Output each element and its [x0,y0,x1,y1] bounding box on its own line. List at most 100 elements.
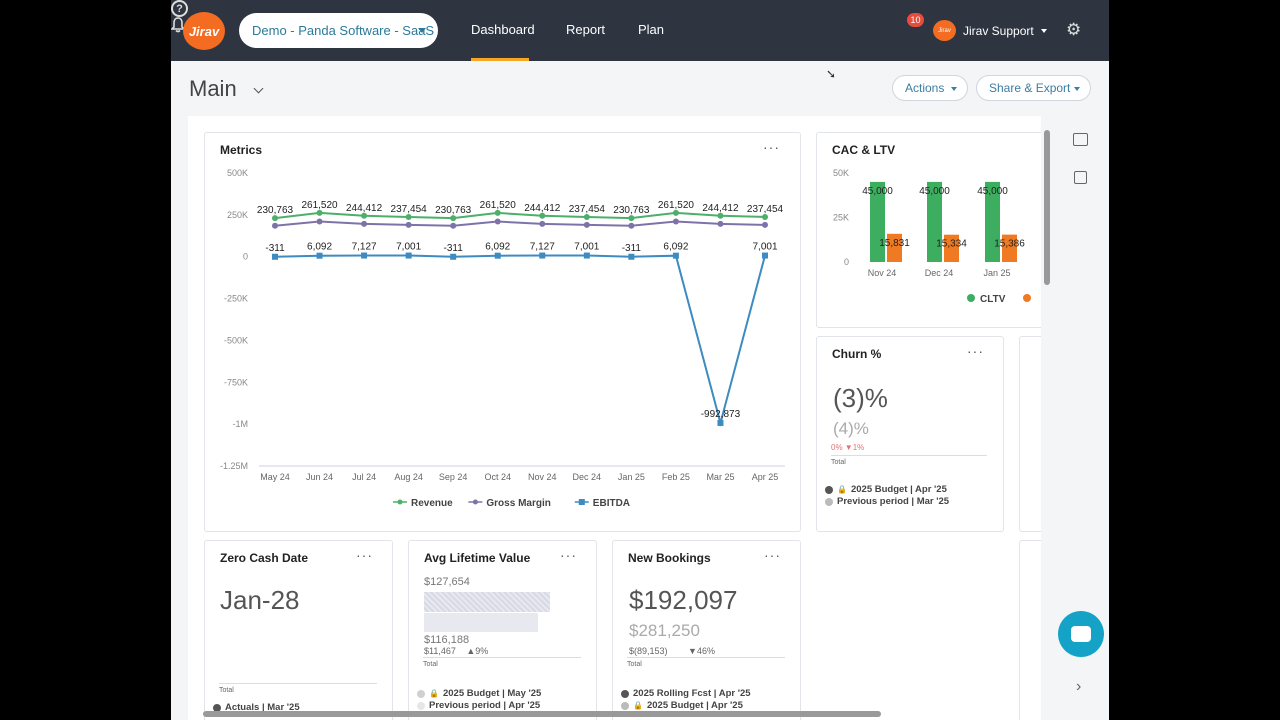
x-tick-label: Apr 25 [752,472,779,482]
gear-icon[interactable]: ⚙ [1066,20,1082,39]
bar-value-label: 45,000 [977,186,1008,197]
horizontal-scrollbar-thumb[interactable] [203,711,881,717]
data-label: 261,520 [658,200,695,211]
legend-item: 🔒 2025 Budget | Apr '25 [825,484,947,495]
share-export-button[interactable]: Share & Export [976,75,1091,101]
card-title: CAC & LTV [832,143,896,157]
legend-label: Actuals | Mar '25 [225,702,300,713]
churn-delta-value: 0% [831,443,843,452]
total-label: Total [831,459,846,466]
help-icon[interactable]: ? [171,0,188,17]
more-options-icon[interactable]: ··· [967,343,984,359]
card-title: Metrics [220,143,263,157]
more-options-icon[interactable]: ··· [763,139,780,155]
diff-pct: ▼46% [688,646,715,656]
data-label: -992,873 [701,409,741,420]
x-tick-label: Mar 25 [706,472,734,482]
chat-support-button[interactable] [1058,611,1104,657]
data-point [272,222,278,229]
data-point [405,221,412,228]
actual-bar [424,592,550,612]
y-tick-label: -1M [233,419,249,429]
data-point [450,215,457,222]
caret-down-icon [1041,29,1047,33]
data-point [628,253,635,260]
y-tick-label: 0 [844,257,849,267]
series-dot [825,497,833,506]
cac-ltv-chart: 50K 25K 0 45,000 15,831 Nov 24 45,000 15,334 Dec… [833,168,1031,305]
legend-item: 🔒 2025 Budget | May '25 [417,688,541,699]
data-point [762,221,768,228]
chevron-down-icon[interactable] [253,83,264,94]
avg-lifetime-value-card: Avg Lifetime Value ··· $127,654 $116,188… [408,540,597,720]
data-point [361,212,368,219]
tab-dashboard[interactable]: Dashboard [471,22,535,37]
page-title[interactable]: Main [189,76,237,101]
series-line-ebitda [274,254,766,427]
data-point [494,252,501,259]
data-label: 7,001 [574,242,599,253]
data-point [717,419,724,426]
legend-swatch [397,499,403,505]
legend-item: 🔒 2025 Budget | Apr '25 [621,700,743,711]
chevron-down-icon [418,28,426,33]
caret-down-icon [1074,87,1080,91]
legend-swatch [967,294,975,302]
tab-report[interactable]: Report [566,22,606,37]
bar-value-label: 15,334 [936,239,967,250]
top-navigation: Jirav Demo - Panda Software - SaaS Dashb… [171,0,1109,61]
card-title: Zero Cash Date [220,551,309,565]
data-point [672,209,679,216]
data-point [762,213,768,220]
legend-label: CLTV [980,294,1006,305]
diff-value: $(89,153) [629,646,668,656]
vertical-scrollbar-thumb[interactable] [1044,130,1050,285]
company-select[interactable]: Demo - Panda Software - SaaS [239,13,438,48]
more-options-icon[interactable]: ··· [560,547,577,563]
tab-plan[interactable]: Plan [638,22,665,37]
bar1-label: $127,654 [424,576,470,588]
legend-item: 2025 Rolling Fcst | Apr '25 [621,688,751,699]
data-label: 237,454 [569,204,606,215]
data-label: 261,520 [301,200,338,211]
more-options-icon[interactable]: ··· [356,547,373,563]
legend-item: Previous period | Apr '25 [417,700,540,711]
churn-card: Churn % ··· (3)% (4)% 0% ▼1% Total 🔒 202… [816,336,1004,532]
data-label: -311 [622,243,642,254]
bar-value-label: 45,000 [919,186,950,197]
layout-settings-icon[interactable] [1074,171,1087,184]
bar [927,181,942,262]
actions-button[interactable]: Actions [892,75,968,101]
x-tick-label: Sep 24 [439,472,468,482]
share-export-label: Share & Export [989,81,1071,95]
data-point [405,213,412,220]
data-point [361,220,368,227]
legend-label: 2025 Budget | Apr '25 [850,484,947,495]
card-title: Churn % [832,347,882,361]
user-menu[interactable]: Jirav Support [963,24,1034,38]
data-point [539,212,546,219]
jirav-logo[interactable]: Jirav [183,12,225,50]
legend-label: Gross Margin [486,498,550,509]
data-label: 7,127 [352,242,377,253]
company-select-label: Demo - Panda Software - SaaS [252,23,435,38]
diff-value: $11,467 [424,646,456,656]
lock-icon: 🔒 [633,701,643,710]
churn-value: (3)% [833,383,888,413]
data-point [539,252,546,259]
x-tick-label: Nov 24 [868,268,897,278]
data-point [628,215,635,222]
avatar[interactable]: Jirav [933,20,956,41]
diff-pct: ▲9% [466,646,489,656]
data-point [405,252,412,259]
zero-cash-value: Jan-28 [220,585,300,615]
y-tick-label: 500K [227,168,248,178]
more-options-icon[interactable]: ··· [764,547,781,563]
total-label: Total [423,661,438,668]
bell-icon[interactable] [171,17,1109,38]
x-tick-label: Jul 24 [352,472,376,482]
legend-label: Previous period | Mar '25 [837,496,950,507]
comment-icon[interactable] [1073,133,1088,146]
chevron-right-icon[interactable]: › [1076,678,1082,695]
series-dot [213,703,221,712]
